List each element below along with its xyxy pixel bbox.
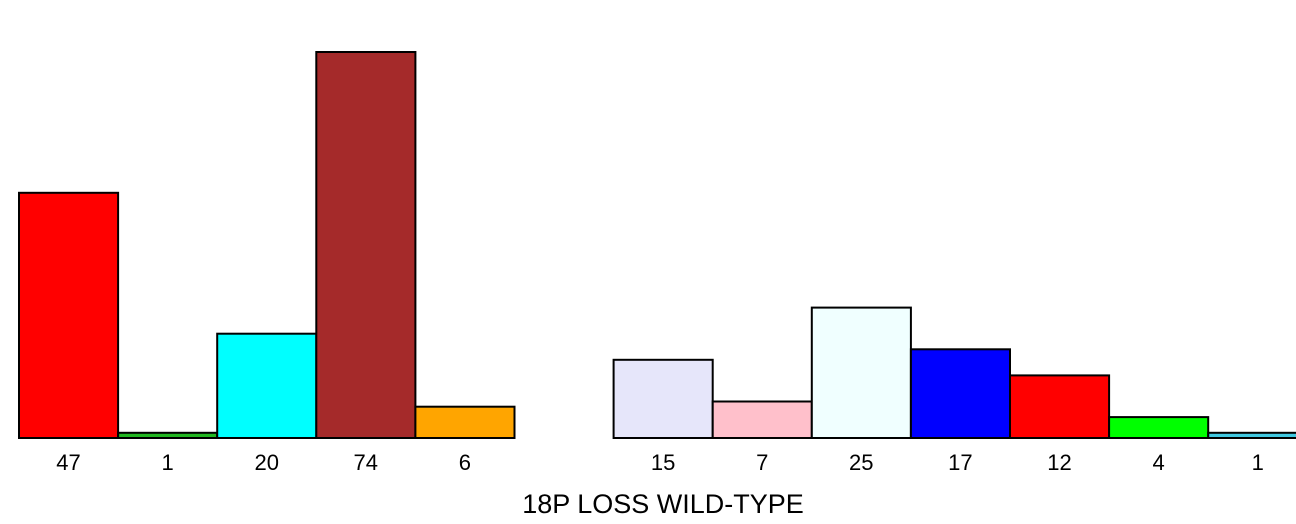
- bar-g1-6: [1207, 431, 1296, 439]
- bar-g1-4: [1009, 374, 1111, 439]
- bar-g1-5: [1108, 416, 1210, 440]
- bar-label-g0-3: 74: [354, 450, 378, 475]
- bar-g1-1: [711, 400, 813, 439]
- bar-g1-0: [612, 358, 714, 439]
- value-labels-layer: 47 1 20 74 6 15 7 25 17 12 4 1: [56, 450, 1264, 475]
- bar-label-g1-2: 25: [849, 450, 873, 475]
- bar-label-g1-0: 15: [651, 450, 675, 475]
- bar-g0-0: [18, 191, 120, 439]
- bar-g0-4: [414, 405, 516, 440]
- bar-label-g1-6: 1: [1252, 450, 1264, 475]
- bar-label-g0-1: 1: [161, 450, 173, 475]
- bar-g0-2: [216, 332, 318, 440]
- bar-label-g1-5: 4: [1152, 450, 1164, 475]
- bar-label-g1-1: 7: [756, 450, 768, 475]
- bar-g1-3: [909, 348, 1012, 439]
- bar-label-g0-4: 6: [459, 450, 471, 475]
- bar-g0-1: [117, 431, 219, 439]
- bar-label-g0-2: 20: [255, 450, 279, 475]
- bar-label-g0-0: 47: [56, 450, 80, 475]
- bar-g0-3: [315, 51, 417, 439]
- x-axis-title: 18P LOSS WILD-TYPE: [522, 489, 804, 519]
- bar-label-g1-3: 17: [948, 450, 972, 475]
- bar-g1-2: [810, 306, 912, 439]
- bars-layer: [18, 51, 1296, 440]
- bar-label-g1-4: 12: [1047, 450, 1071, 475]
